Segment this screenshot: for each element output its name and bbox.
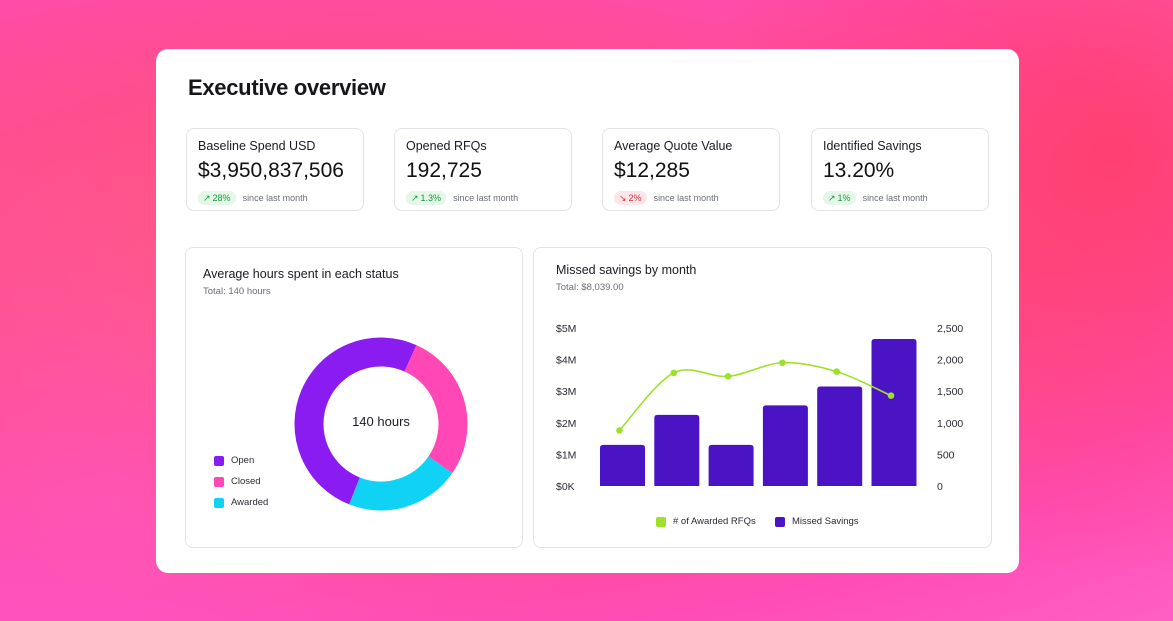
legend-swatch xyxy=(214,476,224,487)
legend-label: Closed xyxy=(231,476,261,487)
chart-subtitle: Total: $8,039.00 xyxy=(556,282,624,293)
trend-up-icon: ↗ xyxy=(411,193,419,203)
page-title: Executive overview xyxy=(188,75,386,100)
since-text: since last month xyxy=(453,193,519,203)
bar-missed-savings[interactable] xyxy=(654,414,700,486)
kpi-card-identified-savings[interactable]: Identified Savings 13.20% ↗ 1% since last… xyxy=(811,128,989,211)
kpi-label: Opened RFQs xyxy=(406,139,487,153)
change-value: 1% xyxy=(837,193,851,203)
y-right-tick-label: 1,500 xyxy=(937,386,963,398)
point-awarded-rfqs[interactable] xyxy=(779,359,786,367)
y-right-tick-label: 0 xyxy=(937,481,943,493)
kpi-value: 13.20% xyxy=(823,159,895,182)
kpi-label: Average Quote Value xyxy=(614,139,733,153)
legend-label: Open xyxy=(231,455,255,466)
change-badge: ↘ 2% xyxy=(614,191,647,205)
y-right-tick-label: 2,000 xyxy=(937,355,963,367)
legend-item-awarded: Awarded xyxy=(214,497,268,508)
legend-swatch xyxy=(214,497,224,508)
donut-chart xyxy=(294,337,468,511)
point-awarded-rfqs[interactable] xyxy=(887,392,895,399)
y-left-tick-label: $3M xyxy=(556,386,576,398)
change-value: 2% xyxy=(628,193,642,203)
point-awarded-rfqs[interactable] xyxy=(670,369,678,377)
legend-swatch xyxy=(214,455,224,466)
legend-item-closed: Closed xyxy=(214,476,261,487)
dashboard-panel: Executive overview Baseline Spend USD $3… xyxy=(156,49,1019,573)
kpi-label: Baseline Spend USD xyxy=(198,139,316,153)
legend-label: Missed Savings xyxy=(792,516,859,527)
legend-swatch xyxy=(775,516,785,527)
missed-savings-chart: $0K $1M $2M $3M $4M $5M 0 500 1,000 1,500 2,000 2,5… xyxy=(556,323,963,493)
trend-up-icon: ↗ xyxy=(828,193,836,203)
kpi-label: Identified Savings xyxy=(823,139,922,153)
y-left-tick-label: $4M xyxy=(556,355,576,367)
since-text: since last month xyxy=(653,193,719,203)
bar-missed-savings[interactable] xyxy=(871,339,917,486)
y-right-tick-label: 1,000 xyxy=(937,418,963,430)
legend-swatch xyxy=(656,516,666,527)
kpi-value: $3,950,837,506 xyxy=(198,159,344,182)
point-awarded-rfqs[interactable] xyxy=(616,427,623,434)
chart-title: Average hours spent in each status xyxy=(203,267,399,281)
point-awarded-rfqs[interactable] xyxy=(724,373,732,380)
kpi-card-baseline-spend[interactable]: Baseline Spend USD $3,950,837,506 ↗ 28% s… xyxy=(186,128,364,211)
trend-up-icon: ↗ xyxy=(203,193,211,203)
bar-missed-savings[interactable] xyxy=(708,444,754,486)
kpi-value: $12,285 xyxy=(614,159,690,182)
donut-slice-open[interactable] xyxy=(294,337,417,505)
change-value: 1.3% xyxy=(420,193,442,203)
kpi-card-average-quote-value[interactable]: Average Quote Value $12,285 ↘ 2% since la… xyxy=(602,128,780,211)
missed-savings-chart-card: Missed savings by month Total: $8,039.00… xyxy=(533,247,992,548)
trend-down-icon: ↘ xyxy=(619,193,627,203)
donut-slice-awarded[interactable] xyxy=(349,456,453,511)
donut-slice-closed[interactable] xyxy=(404,345,468,473)
chart-subtitle: Total: 140 hours xyxy=(203,286,271,297)
y-left-tick-label: $5M xyxy=(556,323,576,335)
bar-missed-savings[interactable] xyxy=(817,386,863,486)
change-badge: ↗ 1% xyxy=(823,191,856,205)
line-awarded-rfqs xyxy=(618,361,892,431)
change-badge: ↗ 28% xyxy=(198,191,236,205)
since-text: since last month xyxy=(862,193,928,203)
y-right-tick-label: 500 xyxy=(937,449,955,461)
y-right-tick-label: 2,500 xyxy=(937,323,963,335)
bar-missed-savings[interactable] xyxy=(600,444,645,486)
y-left-tick-label: $0K xyxy=(556,481,575,493)
point-awarded-rfqs[interactable] xyxy=(833,368,840,375)
change-value: 28% xyxy=(212,193,231,203)
change-badge: ↗ 1.3% xyxy=(406,191,447,205)
donut-center-label: 140 hours xyxy=(352,414,410,429)
bar-missed-savings[interactable] xyxy=(762,405,808,486)
donut-chart-card: Average hours spent in each status Total… xyxy=(185,247,523,548)
legend-item-missed-savings: Missed Savings xyxy=(775,516,859,527)
since-text: since last month xyxy=(242,193,308,203)
legend-item-open: Open xyxy=(214,455,254,466)
kpi-card-opened-rfqs[interactable]: Opened RFQs 192,725 ↗ 1.3% since last mon… xyxy=(394,128,572,211)
kpi-value: 192,725 xyxy=(406,159,482,182)
chart-title: Missed savings by month xyxy=(556,263,697,277)
y-left-tick-label: $2M xyxy=(556,418,576,430)
y-left-tick-label: $1M xyxy=(556,449,576,461)
legend-label: # of Awarded RFQs xyxy=(673,516,756,527)
legend-item-awarded-rfqs: # of Awarded RFQs xyxy=(656,516,756,527)
legend-label: Awarded xyxy=(231,497,269,508)
